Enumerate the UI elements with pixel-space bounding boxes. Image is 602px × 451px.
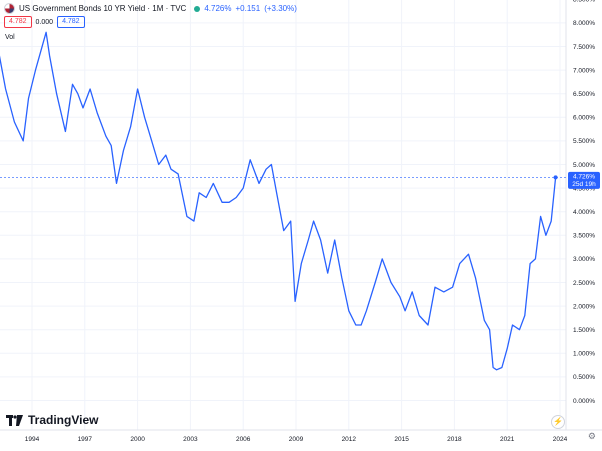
price-tag-value: 4.726% [573, 173, 595, 180]
tradingview-icon [6, 414, 23, 426]
y-tick-label: 6.500% [573, 91, 595, 98]
x-tick-label: 2006 [236, 436, 251, 443]
last-point-marker [553, 175, 558, 180]
price-tag-countdown: 25d 19h [572, 181, 596, 188]
symbol-title[interactable]: US Government Bonds 10 YR Yield · 1M · T… [19, 4, 187, 13]
x-tick-label: 2024 [553, 436, 568, 443]
y-tick-label: 3.000% [573, 256, 595, 263]
y-tick-label: 8.500% [573, 0, 595, 4]
sell-price-button[interactable]: 4.782 [4, 16, 32, 28]
yield-series-line [0, 31, 557, 371]
logo-text: TradingView [28, 413, 99, 427]
symbol-legend[interactable]: US Government Bonds 10 YR Yield · 1M · T… [4, 3, 297, 14]
time-axis[interactable]: 1994 1997 2000 2003 2006 2009 2012 2015 2018 2021… [25, 436, 568, 443]
last-price-tag: 4.726% 25d 19h [568, 171, 600, 189]
x-tick-label: 1994 [25, 436, 40, 443]
y-tick-label: 6.000% [573, 115, 595, 122]
y-tick-label: 0.500% [573, 374, 595, 381]
price-tag-box [568, 171, 600, 189]
y-tick-label: 5.000% [573, 162, 595, 169]
y-tick-label: 1.000% [573, 351, 595, 358]
x-tick-label: 2012 [342, 436, 357, 443]
y-tick-label: 3.500% [573, 233, 595, 240]
price-axis[interactable]: 8.500% 8.000% 7.500% 7.000% 6.500% 6.000% 5.50… [573, 0, 595, 405]
y-tick-label: 7.000% [573, 67, 595, 74]
volume-indicator-label[interactable]: Vol [5, 34, 15, 41]
market-status-icon[interactable] [194, 5, 201, 12]
y-tick-label: 2.500% [573, 280, 595, 287]
y-tick-label: 8.000% [573, 20, 595, 27]
x-tick-label: 2000 [130, 436, 145, 443]
y-tick-label: 7.500% [573, 44, 595, 51]
legend-change: +0.151 [235, 4, 261, 13]
y-tick-label: 2.000% [573, 303, 595, 310]
y-tick-label: 0.000% [573, 398, 595, 405]
x-tick-label: 2015 [394, 436, 409, 443]
x-tick-label: 2009 [289, 436, 304, 443]
settings-gear-icon[interactable]: ⚙ [587, 431, 596, 441]
bolt-icon[interactable]: ⚡ [551, 415, 565, 429]
buy-price-button[interactable]: 4.782 [57, 16, 85, 28]
spread-value: 0.000 [35, 18, 54, 26]
y-tick-label: 4.000% [573, 209, 595, 216]
x-tick-label: 2018 [447, 436, 462, 443]
x-tick-label: 1997 [78, 436, 93, 443]
trade-buttons: 4.782 0.000 4.782 [4, 16, 85, 28]
us-flag-icon [4, 3, 15, 14]
legend-price: 4.726% [204, 4, 232, 13]
y-tick-label: 5.500% [573, 138, 595, 145]
y-tick-label: 1.500% [573, 327, 595, 334]
tradingview-logo[interactable]: TradingView [6, 413, 98, 427]
legend-change-pct: (+3.30%) [264, 4, 297, 13]
x-tick-label: 2021 [500, 436, 515, 443]
x-tick-label: 2003 [183, 436, 198, 443]
grid-lines [0, 0, 566, 430]
